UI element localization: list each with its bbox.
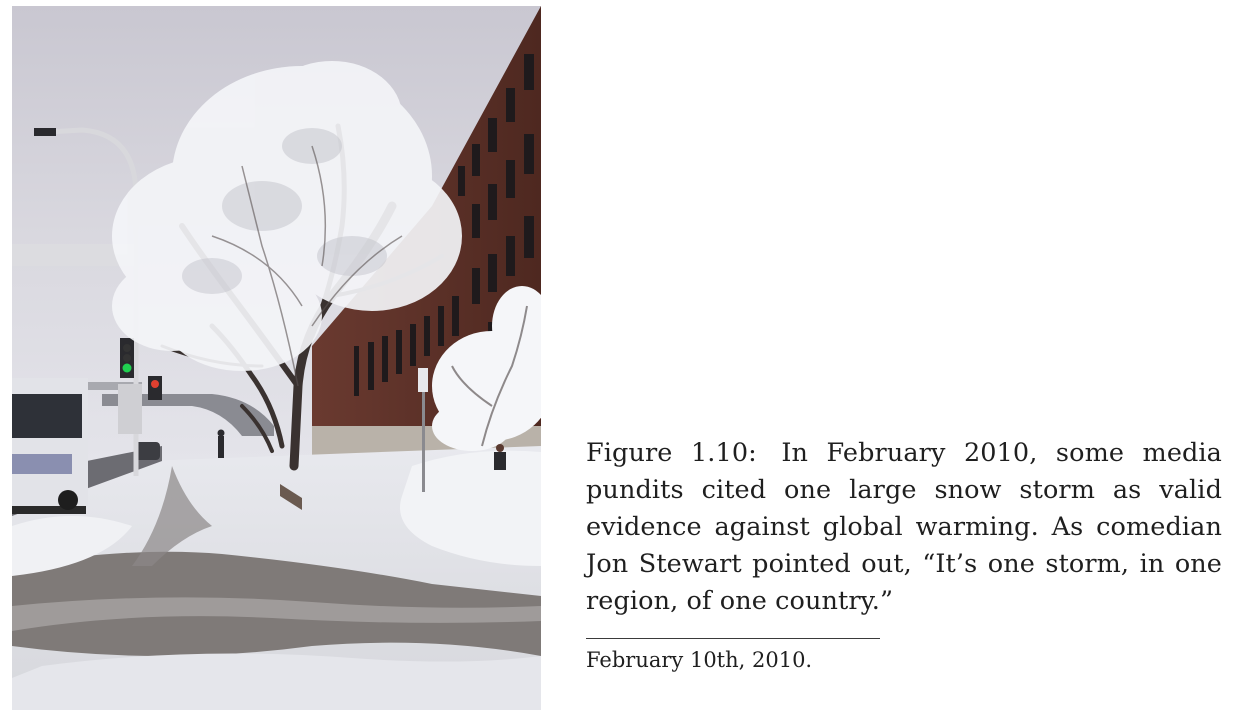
figure-caption-text: In February 2010, some media pundits cit…: [586, 438, 1222, 616]
footnote-rule: [586, 638, 880, 639]
figure-label: Figure 1.10:: [586, 438, 757, 468]
snowy-street-photo: [12, 6, 541, 710]
figure-caption: Figure 1.10: In February 2010, some medi…: [586, 435, 1222, 620]
footnote: February 10th, 2010.: [586, 648, 813, 672]
